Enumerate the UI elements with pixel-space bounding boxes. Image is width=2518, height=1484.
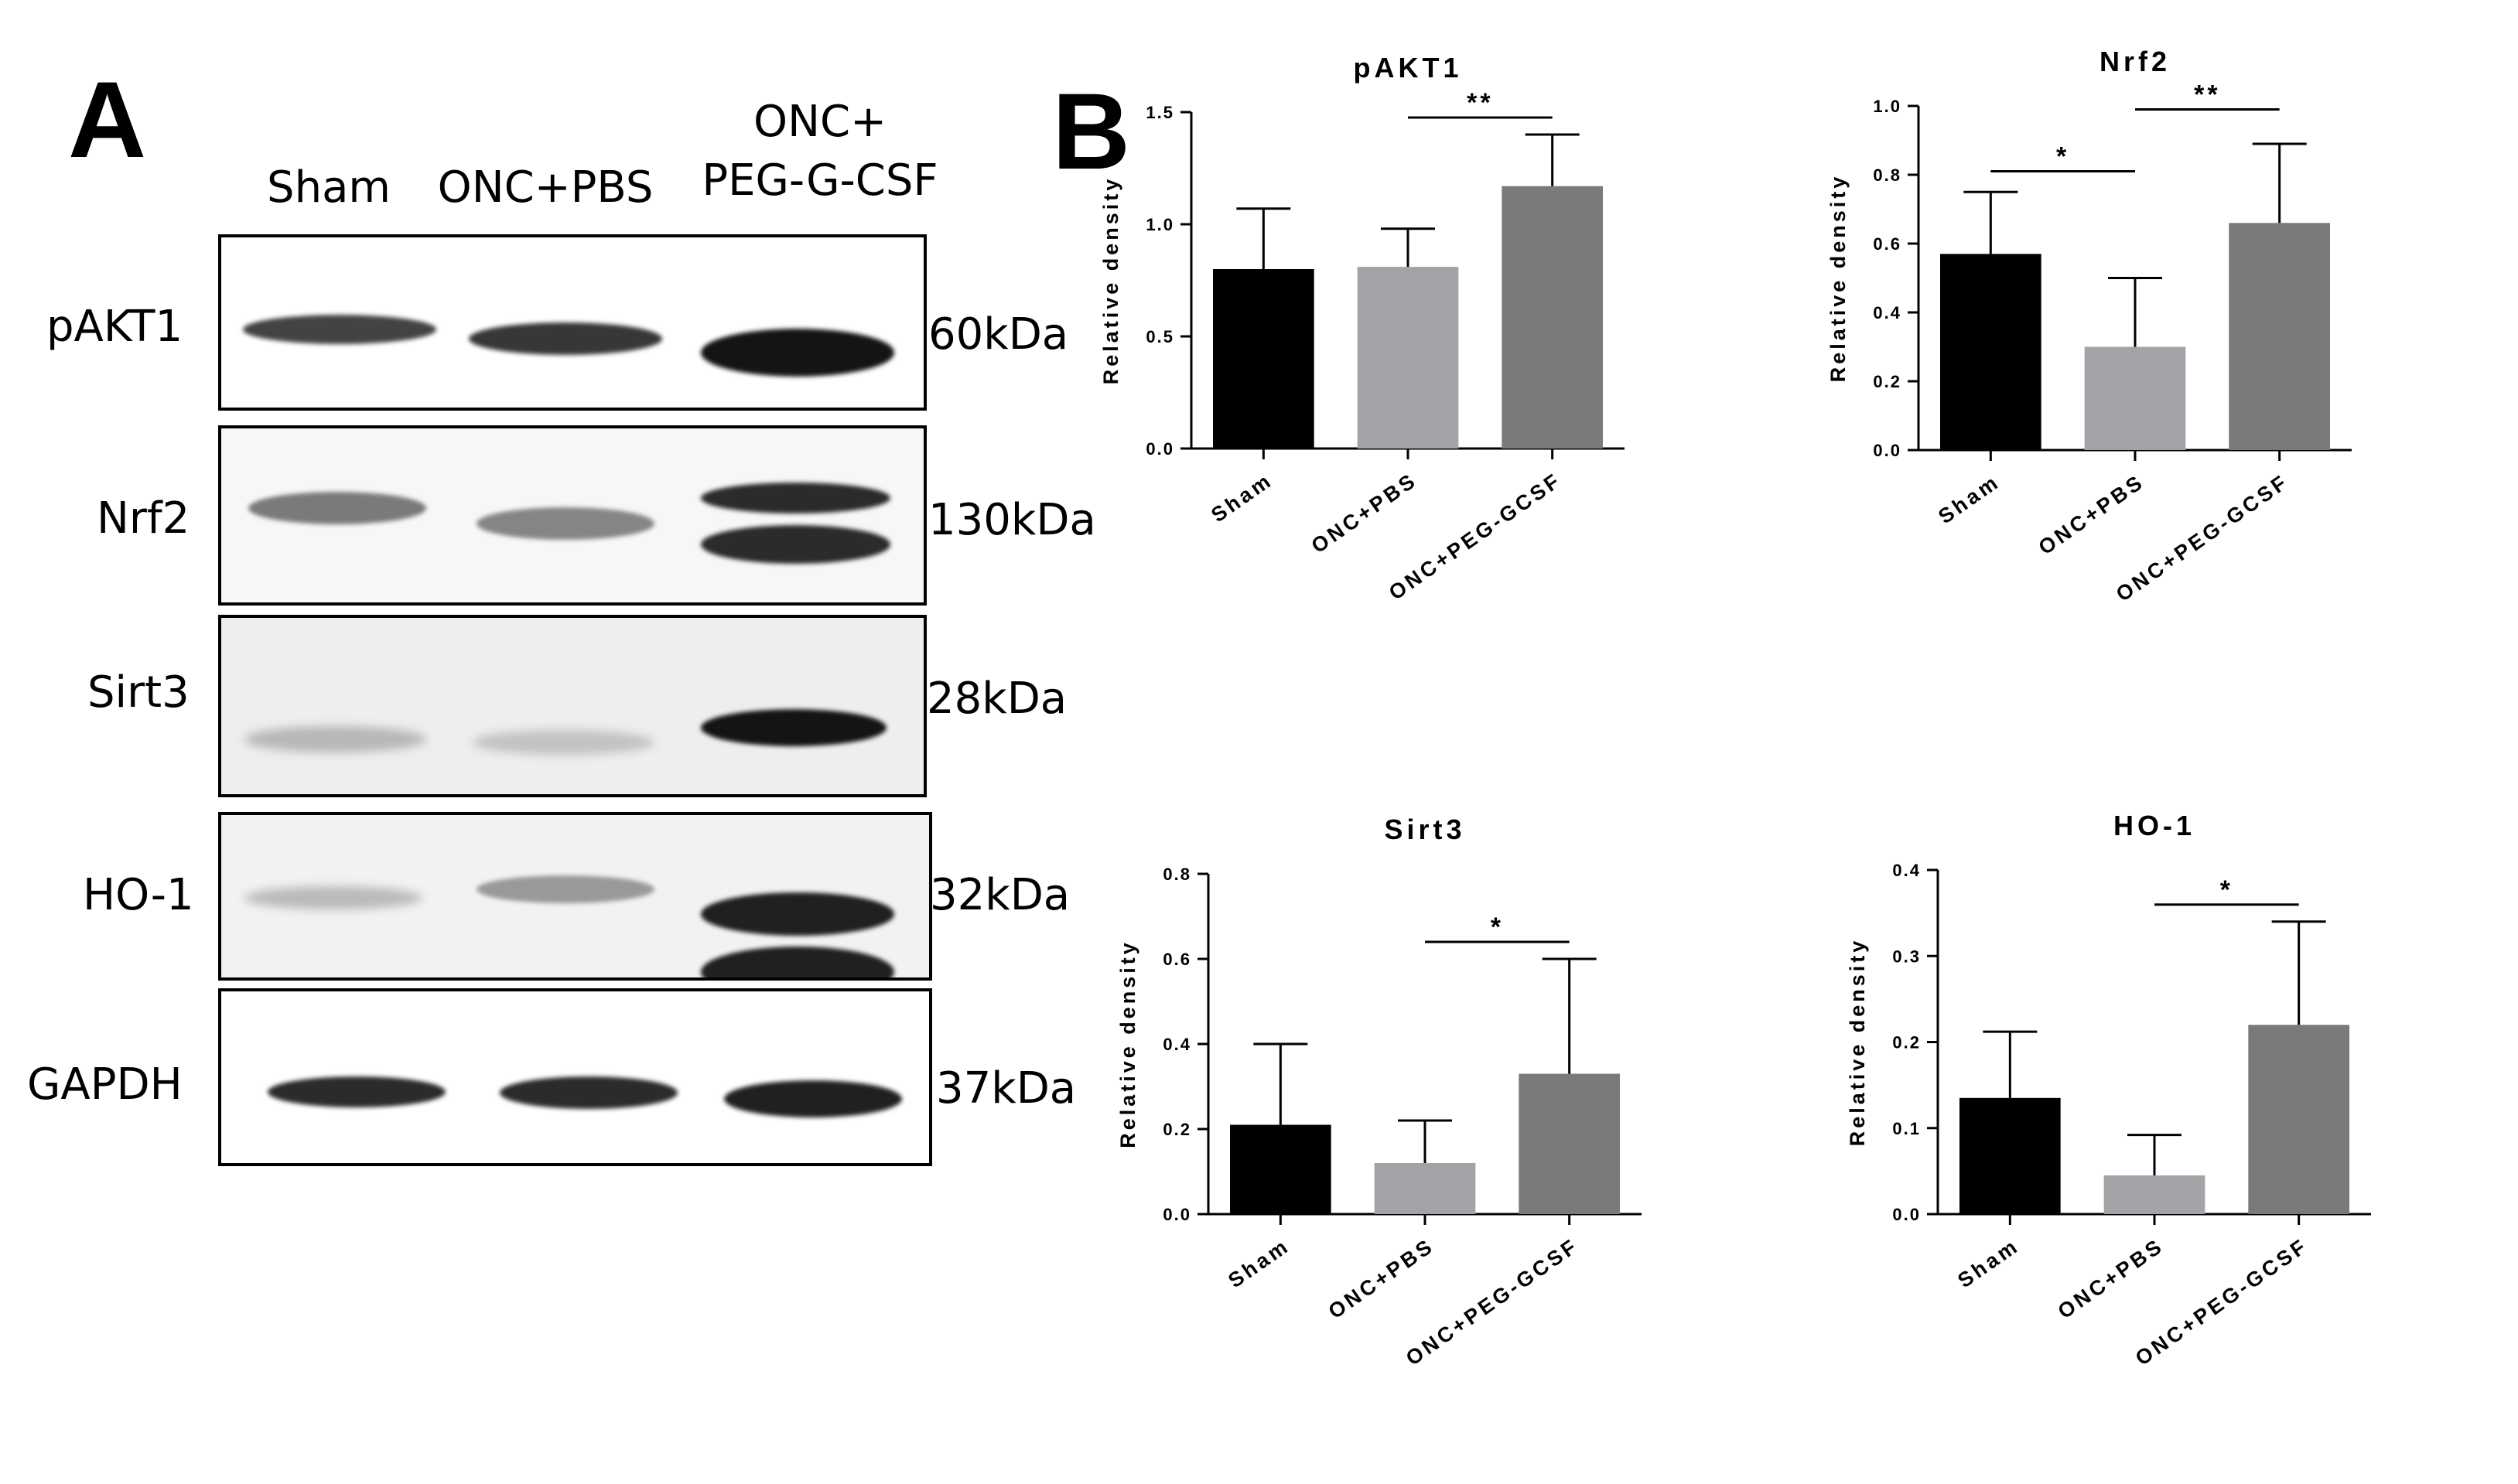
band-ho-1-lane-3-lower — [701, 947, 894, 977]
y-tick-label: 0.6 — [1163, 950, 1191, 969]
y-tick-label: 0.3 — [1892, 947, 1921, 966]
kda-label-ho-1: 32kDa — [930, 870, 1071, 920]
bar-charts: pAKT1 0.0 0.5 1.0 1.5 Relative density Sham ONC… — [1099, 46, 2371, 1370]
band-sirt3-lane-2 — [473, 730, 654, 755]
bar-sham — [1959, 1097, 2061, 1214]
y-tick-label: 1.5 — [1146, 103, 1174, 122]
y-tick-label: 0.8 — [1873, 165, 1901, 185]
kda-label-pakt1: 60kDa — [928, 309, 1069, 360]
blot-sirt3 — [218, 615, 927, 797]
chart-ho-1: HO-1 0.0 0.1 0.2 0.3 0.4 Relative density Sham O… — [1846, 810, 2371, 1370]
bar-onc-peg-gcsf — [2229, 223, 2330, 450]
y-tick-label: 0.0 — [1892, 1205, 1921, 1224]
bar-sham — [1940, 254, 2041, 450]
band-sirt3-lane-1 — [244, 726, 426, 752]
chart-nrf2: Nrf2 0.0 0.2 0.4 0.6 0.8 1.0 Relative density Sh… — [1826, 46, 2352, 606]
panel-letter-b: B — [1052, 70, 1131, 192]
chart-title: pAKT1 — [1354, 52, 1463, 84]
y-tick-label: 1.0 — [1873, 97, 1901, 116]
kda-label-gapdh: 37kDa — [936, 1063, 1077, 1114]
blot-nrf2 — [218, 425, 927, 606]
y-axis-label: Relative density — [1846, 938, 1869, 1147]
chart-title: HO-1 — [2113, 810, 2195, 841]
significance-label: ** — [2194, 80, 2220, 109]
band-ho-1-lane-3 — [701, 892, 894, 936]
chart-sirt3: Sirt3 0.0 0.2 0.4 0.6 0.8 Relative density Sham… — [1116, 814, 1642, 1370]
significance-label: * — [1491, 913, 1504, 942]
significance-label: ** — [1467, 88, 1493, 118]
y-tick-label: 0.8 — [1163, 865, 1191, 884]
y-tick-label: 0.2 — [1873, 372, 1901, 391]
band-sirt3-lane-3 — [701, 709, 887, 746]
y-axis-label: Relative density — [1099, 176, 1122, 385]
panel-letter-a: A — [68, 59, 147, 180]
y-tick-label: 0.2 — [1163, 1120, 1191, 1139]
x-tick-label: Sham — [1207, 468, 1277, 527]
protein-label-nrf2: Nrf2 — [97, 493, 190, 544]
y-axis-label: Relative density — [1116, 940, 1139, 1148]
x-tick-label: ONC+PBS — [2035, 469, 2149, 559]
y-tick-label: 1.0 — [1146, 215, 1174, 234]
lane-label-onc-peg-g-csf: ONC+ PEG-G-CSF — [702, 97, 938, 206]
band-nrf2-lane-2 — [477, 507, 654, 540]
significance-label: * — [2056, 142, 2069, 172]
bar-onc-pbs — [1374, 1163, 1476, 1214]
western-blot-panel: A Sham ONC+PBS ONC+ PEG-G-CSF pAKT1 60kDa… — [0, 0, 1098, 1484]
x-tick-label: ONC+PBS — [2054, 1233, 2168, 1323]
band-gapdh-lane-2 — [500, 1076, 678, 1109]
y-tick-label: 0.0 — [1163, 1205, 1191, 1224]
bar-onc-peg-gcsf — [1502, 186, 1603, 449]
y-tick-label: 0.5 — [1146, 327, 1174, 346]
blot-ho-1 — [218, 812, 932, 981]
band-ho-1-lane-2 — [477, 875, 654, 903]
significance-label: * — [2220, 875, 2233, 905]
lane-label-onc-pbs: ONC+PBS — [437, 162, 654, 213]
densitometry-panel: B pAKT1 0.0 0.5 1.0 1.5 Relative density Sham O… — [1006, 0, 2518, 1484]
band-nrf2-lane-3-lower — [701, 525, 890, 564]
band-pakt1-lane-1 — [243, 315, 436, 344]
blot-gapdh — [218, 988, 932, 1166]
y-tick-label: 0.1 — [1892, 1119, 1921, 1138]
x-tick-label: Sham — [1953, 1233, 2024, 1292]
chart-title: Nrf2 — [2099, 46, 2171, 77]
protein-label-sirt3: Sirt3 — [87, 667, 190, 718]
y-tick-label: 0.0 — [1146, 439, 1174, 459]
band-pakt1-lane-2 — [469, 322, 662, 355]
y-tick-label: 0.4 — [1892, 861, 1921, 880]
protein-label-ho-1: HO-1 — [83, 870, 194, 920]
y-tick-label: 0.6 — [1873, 234, 1901, 254]
kda-label-nrf2: 130kDa — [928, 495, 1096, 545]
bar-sham — [1230, 1124, 1331, 1214]
bar-onc-peg-gcsf — [1519, 1073, 1620, 1214]
blot-pakt1 — [218, 234, 927, 411]
band-gapdh-lane-3 — [724, 1080, 902, 1117]
band-pakt1-lane-3 — [701, 329, 894, 377]
x-tick-label: Sham — [1934, 469, 2004, 528]
kda-label-sirt3: 28kDa — [927, 674, 1068, 724]
protein-label-gapdh: GAPDH — [27, 1059, 183, 1110]
band-gapdh-lane-1 — [268, 1076, 446, 1107]
chart-pakt1: pAKT1 0.0 0.5 1.0 1.5 Relative density Sham ONC… — [1099, 52, 1625, 605]
y-tick-label: 0.4 — [1163, 1035, 1191, 1054]
bar-onc-peg-gcsf — [2248, 1025, 2349, 1214]
y-axis-label: Relative density — [1826, 174, 1850, 383]
y-tick-label: 0.4 — [1873, 303, 1901, 322]
x-tick-label: Sham — [1224, 1233, 1294, 1292]
band-nrf2-lane-1 — [248, 492, 426, 524]
band-nrf2-lane-3 — [701, 483, 890, 513]
y-tick-label: 0.0 — [1873, 441, 1901, 460]
bar-onc-pbs — [2084, 346, 2186, 450]
chart-title: Sirt3 — [1384, 814, 1465, 845]
band-ho-1-lane-1 — [244, 886, 422, 909]
protein-label-pakt1: pAKT1 — [46, 302, 183, 352]
x-tick-label: ONC+PBS — [1307, 468, 1422, 558]
x-tick-label: ONC+PBS — [1324, 1233, 1439, 1323]
y-tick-label: 0.2 — [1892, 1033, 1921, 1052]
bar-sham — [1213, 269, 1314, 449]
bar-onc-pbs — [1357, 267, 1459, 449]
lane-label-sham: Sham — [267, 162, 391, 213]
bar-onc-pbs — [2103, 1175, 2205, 1214]
